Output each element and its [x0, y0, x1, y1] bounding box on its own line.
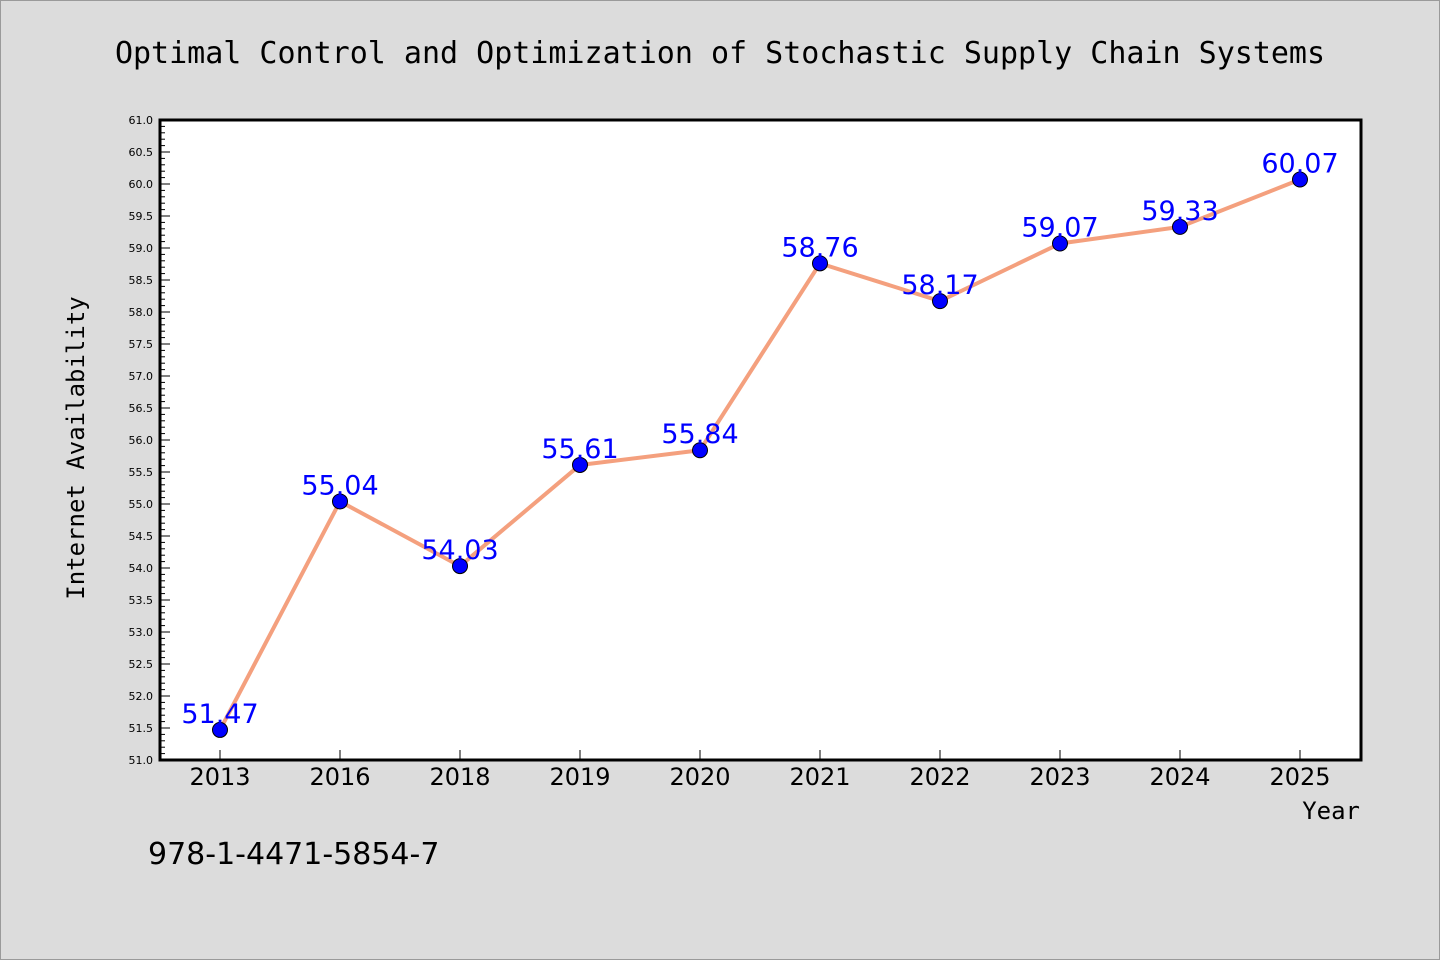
series-line-segment	[938, 241, 1062, 304]
data-point	[572, 456, 588, 473]
series-line-segment	[338, 499, 462, 569]
data-label: 59.33	[1141, 196, 1218, 227]
y-tick-label: 58.0	[129, 306, 154, 319]
y-tick-label: 59.0	[129, 242, 154, 255]
y-tick-label: 59.5	[129, 210, 154, 223]
y-tick-label: 57.0	[129, 370, 154, 383]
data-point	[812, 255, 828, 272]
x-tick-label: 2023	[1029, 763, 1090, 791]
data-label: 60.07	[1261, 149, 1338, 180]
data-labels-group: 51.47 55.04 54.03 55.61 55.84 58.76 58.17 59.07…	[181, 149, 1338, 730]
y-tick-label: 60.0	[129, 178, 154, 191]
series-line-segment	[1178, 177, 1302, 229]
data-point	[212, 721, 228, 738]
x-tick-label: 2020	[669, 763, 730, 791]
y-tick-label: 51.0	[129, 754, 154, 767]
series-line-segment	[578, 448, 702, 467]
y-axis: 51.0 51.5 52.0 52.5 53.0 53.5 54.0 54.5 55.0 55.5…	[129, 114, 170, 767]
y-tick-label: 55.0	[129, 498, 154, 511]
y-tick-label: 56.5	[129, 402, 154, 415]
y-tick-label: 53.0	[129, 626, 154, 639]
data-label: 59.07	[1021, 213, 1098, 244]
chart-title: Optimal Control and Optimization of Stoc…	[115, 36, 1325, 71]
series-line-segment	[458, 462, 582, 569]
series-line-segment	[698, 261, 822, 453]
data-label: 54.03	[421, 535, 498, 566]
y-axis-label: Internet Availability	[62, 296, 90, 599]
x-tick-label: 2025	[1269, 763, 1330, 791]
data-point	[1292, 171, 1308, 188]
y-tick-label: 55.5	[129, 466, 154, 479]
data-point	[692, 442, 708, 459]
data-point	[1052, 235, 1068, 252]
data-label: 58.17	[901, 270, 978, 301]
y-tick-label: 56.0	[129, 434, 154, 447]
y-tick-label: 51.5	[129, 722, 154, 735]
x-tick-label: 2021	[789, 763, 850, 791]
data-point	[452, 558, 468, 575]
data-point	[1172, 218, 1188, 235]
data-point	[332, 493, 348, 510]
y-tick-label: 52.5	[129, 658, 154, 671]
x-tick-label: 2022	[909, 763, 970, 791]
series-line-group	[218, 177, 1302, 732]
data-label: 55.04	[301, 470, 378, 501]
data-label: 58.76	[781, 232, 858, 263]
data-label: 51.47	[181, 699, 258, 730]
x-axis: 2013 2016 2018 2019 2020 2021 2022 2023 2024 2025	[189, 750, 1331, 791]
x-tick-label: 2024	[1149, 763, 1210, 791]
x-tick-label: 2018	[429, 763, 490, 791]
data-point	[932, 293, 948, 310]
y-tick-label: 61.0	[129, 114, 154, 127]
series-line-segment	[818, 261, 942, 304]
isbn-text: 978-1-4471-5854-7	[148, 837, 439, 872]
y-tick-label: 58.5	[129, 274, 154, 287]
x-tick-label: 2013	[189, 763, 250, 791]
y-tick-label: 60.5	[129, 146, 154, 159]
plot-area	[158, 118, 1363, 762]
x-axis-label: Year	[1302, 797, 1360, 825]
x-tick-label: 2016	[309, 763, 370, 791]
y-tick-label: 57.5	[129, 338, 154, 351]
series-markers-group	[212, 171, 1308, 738]
y-tick-label: 54.0	[129, 562, 154, 575]
series-line-segment	[218, 499, 342, 732]
y-tick-label: 53.5	[129, 594, 154, 607]
y-tick-label: 52.0	[129, 690, 154, 703]
data-label: 55.61	[541, 434, 618, 465]
x-tick-label: 2019	[549, 763, 610, 791]
series-line-segment	[1058, 224, 1182, 246]
y-tick-label: 54.5	[129, 530, 154, 543]
data-label: 55.84	[661, 419, 738, 450]
